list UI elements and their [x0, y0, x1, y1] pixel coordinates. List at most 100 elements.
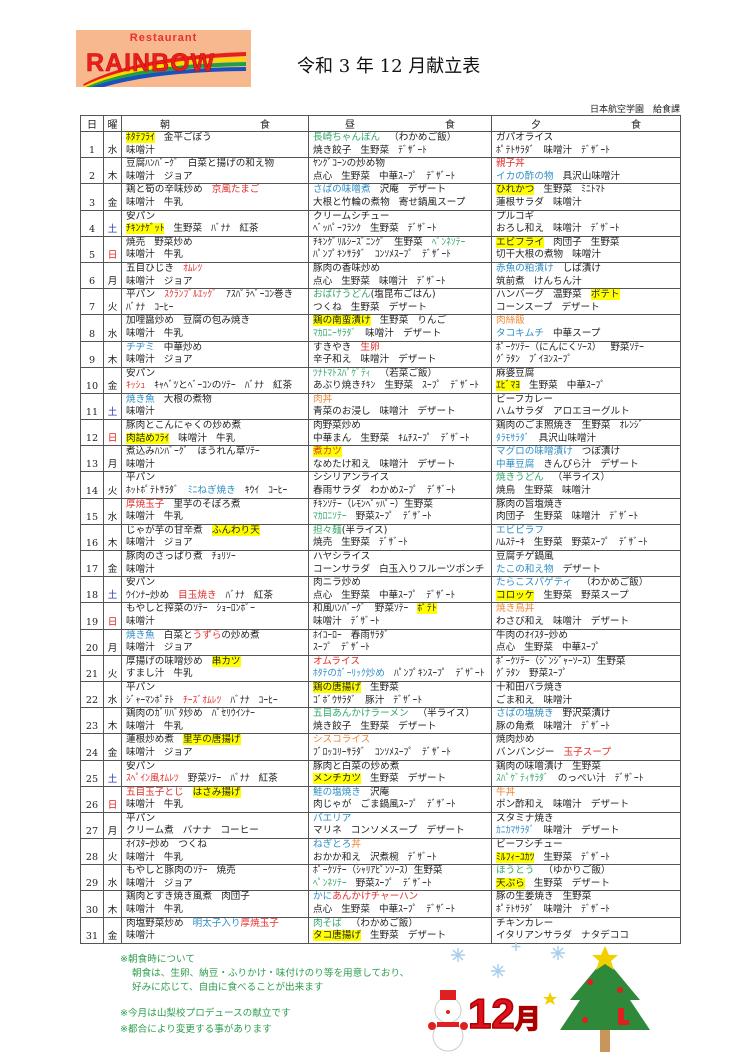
lunch-line: 和風ﾊﾝﾊﾞｰｸﾞ 野菜ｿﾃｰ ﾎﾟﾃﾄ: [313, 603, 491, 616]
menu-item: 味噌汁: [126, 275, 155, 287]
menu-item: デザート: [398, 720, 437, 732]
lunch-line: さばの味噌煮 沢庵 デザート: [313, 184, 491, 197]
breakfast-line: 味噌汁 ジョア: [126, 354, 308, 366]
weekday: 月: [103, 811, 122, 840]
menu-item: ｽﾊﾟｹﾞﾃｨｻﾗﾀﾞ: [496, 773, 549, 785]
weekday: 日: [103, 419, 122, 447]
menu-table: 日 曜 朝食 昼食 夕食 1 水ﾎﾀﾃﾌﾗｲ 金平ごぼう 味噌汁 長崎ちゃんぽん （わかめ…: [80, 115, 681, 944]
lunch-cell: 担々麺(半ライス) 焼売 生野菜 ﾃﾞｻﾞｰﾄ: [308, 523, 492, 552]
dinner-line: 鶏肉のごま照焼き 生野菜 ｵﾚﾝｼﾞ: [496, 420, 680, 433]
day-row: 15 水厚焼玉子 里芋のそぼろ煮 味噌汁 牛乳 ﾁｷﾝｿﾃｰ（ﾚﾓﾝﾍﾟｯﾊﾟｰ）生野菜ﾏ…: [80, 497, 681, 525]
lunch-line: ねぎとろ丼: [313, 840, 491, 852]
breakfast-note-title: ※朝食時について: [120, 954, 195, 965]
menu-item: 味噌汁: [552, 799, 582, 811]
menu-item: 青菜のお浸し: [313, 406, 371, 418]
breakfast-line: 味噌汁: [126, 616, 308, 628]
dinner-cell: ほうとう （ゆかりご飯） 天ぷら 生野菜 デザート: [491, 864, 681, 892]
menu-item: 生野菜: [341, 904, 370, 916]
lunch-cell: オムライス ﾎﾀﾃのｶﾞｰﾘｯｸ炒め ﾊﾟﾝﾌﾟｷﾝｽｰﾌﾟ ﾃﾞｻﾞｰﾄ: [308, 654, 492, 682]
menu-item: 焼鳥: [496, 485, 516, 497]
menu-item: きんぴら汁: [543, 458, 592, 470]
menu-item: デザート: [590, 799, 630, 811]
menu-item: 生野菜: [369, 773, 399, 785]
dinner-cell: 焼肉炒め バンバンジー 玉子スープ: [491, 733, 681, 761]
weekday: 土: [103, 576, 122, 604]
lunch-cell: パエリア マリネ コンソメスープ デザート: [308, 811, 492, 840]
dinner-line: バンバンジー 玉子スープ: [496, 747, 680, 759]
weekday: 木: [103, 340, 122, 368]
breakfast-line: 焼売 野菜炒め: [126, 237, 308, 249]
menu-item: コンソメスープ: [350, 825, 418, 837]
lunch-cell: ハヤシライス コーンサラダ 白玉入りフルーツポンチ: [308, 549, 492, 578]
menu-item: 紅茶: [272, 380, 293, 392]
month-label: 12月: [467, 989, 541, 1038]
restaurant-rainbow-logo: Restaurant RAINBOW: [76, 30, 251, 87]
breakfast-line: ｷｯｼｭ ｷｬﾍﾞﾂとﾍﾞｰｺﾝのｿﾃｰ ﾊﾞﾅﾅ 紅茶: [126, 380, 308, 392]
menu-item: ｺﾝｿﾒｽｰﾌﾟ: [374, 249, 414, 261]
dinner-line: 豚の生姜焼き 生野菜: [496, 891, 680, 904]
menu-item: 煮カツ: [313, 446, 342, 458]
menu-item: さばの味噌煮: [313, 184, 371, 196]
lunch-line: クリームシチュー: [313, 211, 491, 223]
breakfast-cell: 肉塩野菜炒め 明太子入り厚焼玉子 味噌汁: [121, 916, 309, 944]
menu-item: 味噌汁: [126, 642, 155, 654]
day-number: 22: [80, 680, 104, 709]
dinner-cell: ビーフカレー ハムサラダ アロエヨーグルト: [491, 392, 681, 421]
lunch-cell: 和風ﾊﾝﾊﾞｰｸﾞ 野菜ｿﾃｰ ﾎﾟﾃﾄ 味噌汁 ﾃﾞｻﾞｰﾄ: [308, 602, 492, 630]
breakfast-line: 味噌汁 牛乳: [126, 721, 308, 733]
menu-item: おかか和え: [313, 851, 361, 863]
menu-item: 厚揚げの味噌炒め: [126, 655, 203, 667]
menu-item: ﾃﾞｻﾞｰﾄ: [341, 642, 370, 654]
menu-item: 中華ｽｰﾌﾟ: [566, 380, 606, 392]
menu-item: 豚肉とこんにゃくの炒め煮: [126, 420, 242, 432]
breakfast-line: もやしと豚肉のｿﾃｰ 焼売: [126, 865, 308, 878]
breakfast-line: 安パン: [126, 578, 308, 590]
menu-item: 味噌汁: [572, 249, 601, 261]
menu-item: ビーフシチュー: [496, 839, 563, 851]
menu-item: 点心: [313, 589, 333, 601]
menu-item: 具沢山味噌汁: [562, 170, 621, 182]
dinner-line: ひれかつ 生野菜 ﾐﾆﾄﾏﾄ: [496, 184, 680, 197]
menu-item: 生野菜: [581, 420, 611, 432]
lunch-line: 点心 生野菜 中華ｽｰﾌﾟ ﾃﾞｻﾞｰﾄ: [313, 170, 491, 183]
day-row: 24 金蓮根炒め煮 里芋の唐揚げ 味噌汁 ジョア シスコライス ﾌﾞﾛｯｺﾘｰｻﾗﾀﾞ ｺﾝｿ…: [80, 733, 681, 761]
menu-item: 中華まん: [313, 432, 352, 444]
dinner-line: ﾐﾙﾌｨｰﾕｶﾂ 生野菜 ﾃﾞｻﾞｰﾄ: [496, 851, 680, 864]
menu-item: ﾃﾞｻﾞｰﾄ: [581, 720, 610, 732]
lunch-line: メンチカツ 生野菜 デザート: [313, 773, 491, 785]
menu-item: ﾃﾞｻﾞｰﾄ: [426, 589, 456, 601]
menu-item: りんご: [417, 315, 447, 327]
menu-item: 豚の生姜焼き: [496, 891, 554, 903]
menu-item: 味噌汁: [379, 458, 409, 470]
day-number: 11: [80, 392, 104, 421]
rainbow-swoosh-icon: [83, 52, 247, 87]
menu-item: 鶏肉のｶﾞﾘﾊﾞﾀ炒め: [126, 708, 203, 720]
dinner-cell: エビピラフ ﾊﾑｽﾃｰｷ 生野菜 野菜ｽｰﾌﾟ ﾃﾞｻﾞｰﾄ: [491, 523, 681, 552]
menu-item: ﾎﾟｰｸｿﾃｰ（ｼﾞﾝｼﾞｬｰｿｰｽ）生野菜: [496, 655, 626, 667]
menu-item: ﾃﾞｻﾞｰﾄ: [450, 380, 480, 392]
menu-item: ｼｮｰﾛﾝﾎﾟｰ: [216, 603, 255, 615]
menu-item: ﾁｷﾝﾅｹﾞｯﾄ: [126, 223, 165, 235]
lunch-line: 点心 生野菜 中華ｽｰﾌﾟ ﾃﾞｻﾞｰﾄ: [313, 904, 491, 916]
breakfast-cell: 厚焼玉子 里芋のそぼろ煮 味噌汁 牛乳: [121, 497, 309, 525]
menu-item: 味噌汁: [126, 930, 155, 942]
lunch-line: ﾁｷﾝｸﾞﾘﾙｼｰｽﾞﾆﾝｸﾞ 生野菜 ﾍﾟﾝﾈｿﾃｰ: [313, 236, 491, 249]
dinner-cell: 豆腐チゲ鍋風 たこの和え物 デザート: [491, 549, 681, 578]
menu-item: ﾃﾞｻﾞｰﾄ: [426, 904, 456, 916]
menu-item: ﾍﾟﾝﾈｿﾃｰ: [431, 236, 466, 248]
dinner-line: ｴﾋﾞﾏﾖ 生野菜 中華ｽｰﾌﾟ: [496, 380, 680, 392]
menu-item: 牛乳: [163, 799, 183, 811]
menu-item: 五目ひじき: [126, 262, 174, 274]
day-row: 2 木豆腐ﾊﾝﾊﾞｰｸﾞ 白菜と揚げの和え物 味噌汁 ジョア ﾔﾝｸﾞｺｰﾝの炒め物 点心生…: [80, 157, 681, 185]
menu-item: 生野菜: [524, 642, 553, 654]
menu-item: 焼売: [216, 865, 236, 877]
menu-item: 中華ｽｰﾌﾟ: [378, 170, 418, 182]
menu-item: 生野菜: [350, 301, 380, 313]
menu-item: ﾎﾟﾃﾄｻﾗﾀﾞ: [496, 904, 535, 916]
menu-item: ﾃﾞｻﾞｰﾄ: [440, 432, 470, 444]
menu-item: 豚汁: [365, 694, 385, 706]
menu-item: 味噌汁: [126, 196, 155, 208]
breakfast-cell: 厚揚げの味噌炒め 串カツ すまし汁 牛乳: [121, 654, 309, 682]
lunch-line: 肉丼: [313, 394, 491, 406]
dinner-line: ビーフシチュー: [496, 839, 680, 852]
